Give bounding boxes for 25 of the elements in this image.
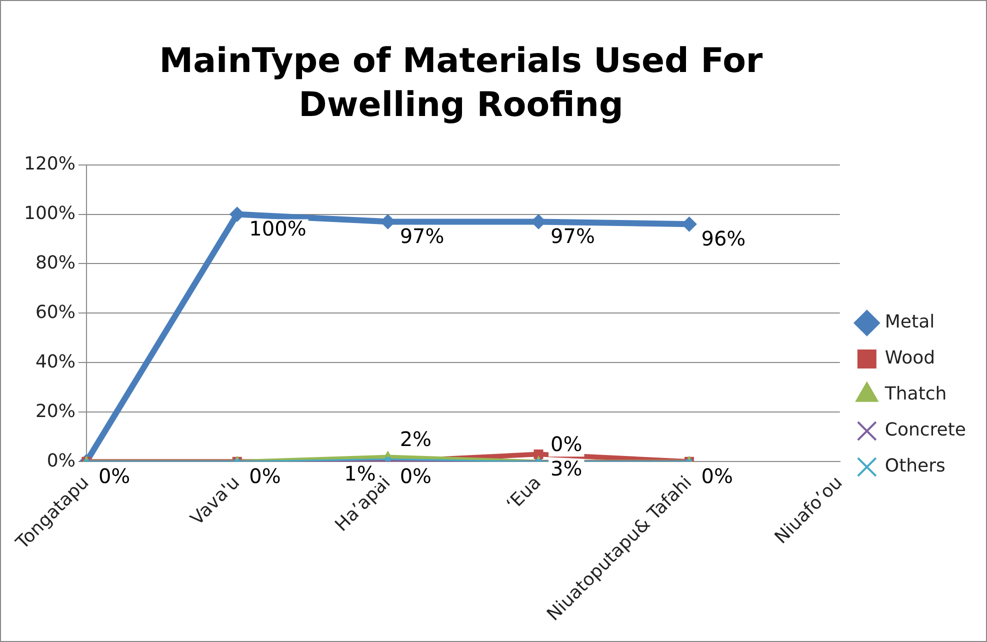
data-label: 0% [249, 464, 281, 488]
data-label: 2% [400, 426, 432, 451]
legend-label: Wood [884, 348, 936, 369]
y-tick-label: 40% [35, 351, 76, 372]
data-label: 0% [701, 464, 733, 488]
legend-label: Concrete [884, 420, 966, 441]
chart-title: MainType of Materials Used For Dwelling Roofing [158, 40, 764, 127]
data-label: 97% [400, 224, 444, 248]
y-tick-label: 120% [24, 153, 76, 174]
data-label: 100% [249, 216, 306, 240]
data-label: 3% [550, 456, 582, 480]
data-label: 96% [701, 226, 746, 250]
legend-label: Thatch [884, 384, 947, 405]
y-tick-label: 60% [35, 302, 76, 323]
y-tick-label: 80% [35, 252, 76, 274]
legend-label: Metal [884, 312, 935, 333]
x-tick-label: ‘Eua [502, 472, 546, 516]
y-tick-label: 20% [35, 400, 76, 422]
y-tick-label: 100% [24, 202, 76, 224]
data-label: 97% [550, 224, 595, 248]
y-tick-label: 0% [46, 450, 76, 472]
data-label: 0% [550, 432, 582, 456]
data-label: 0% [400, 464, 432, 488]
data-label: 0% [98, 464, 130, 488]
legend-label: Others [884, 456, 946, 477]
